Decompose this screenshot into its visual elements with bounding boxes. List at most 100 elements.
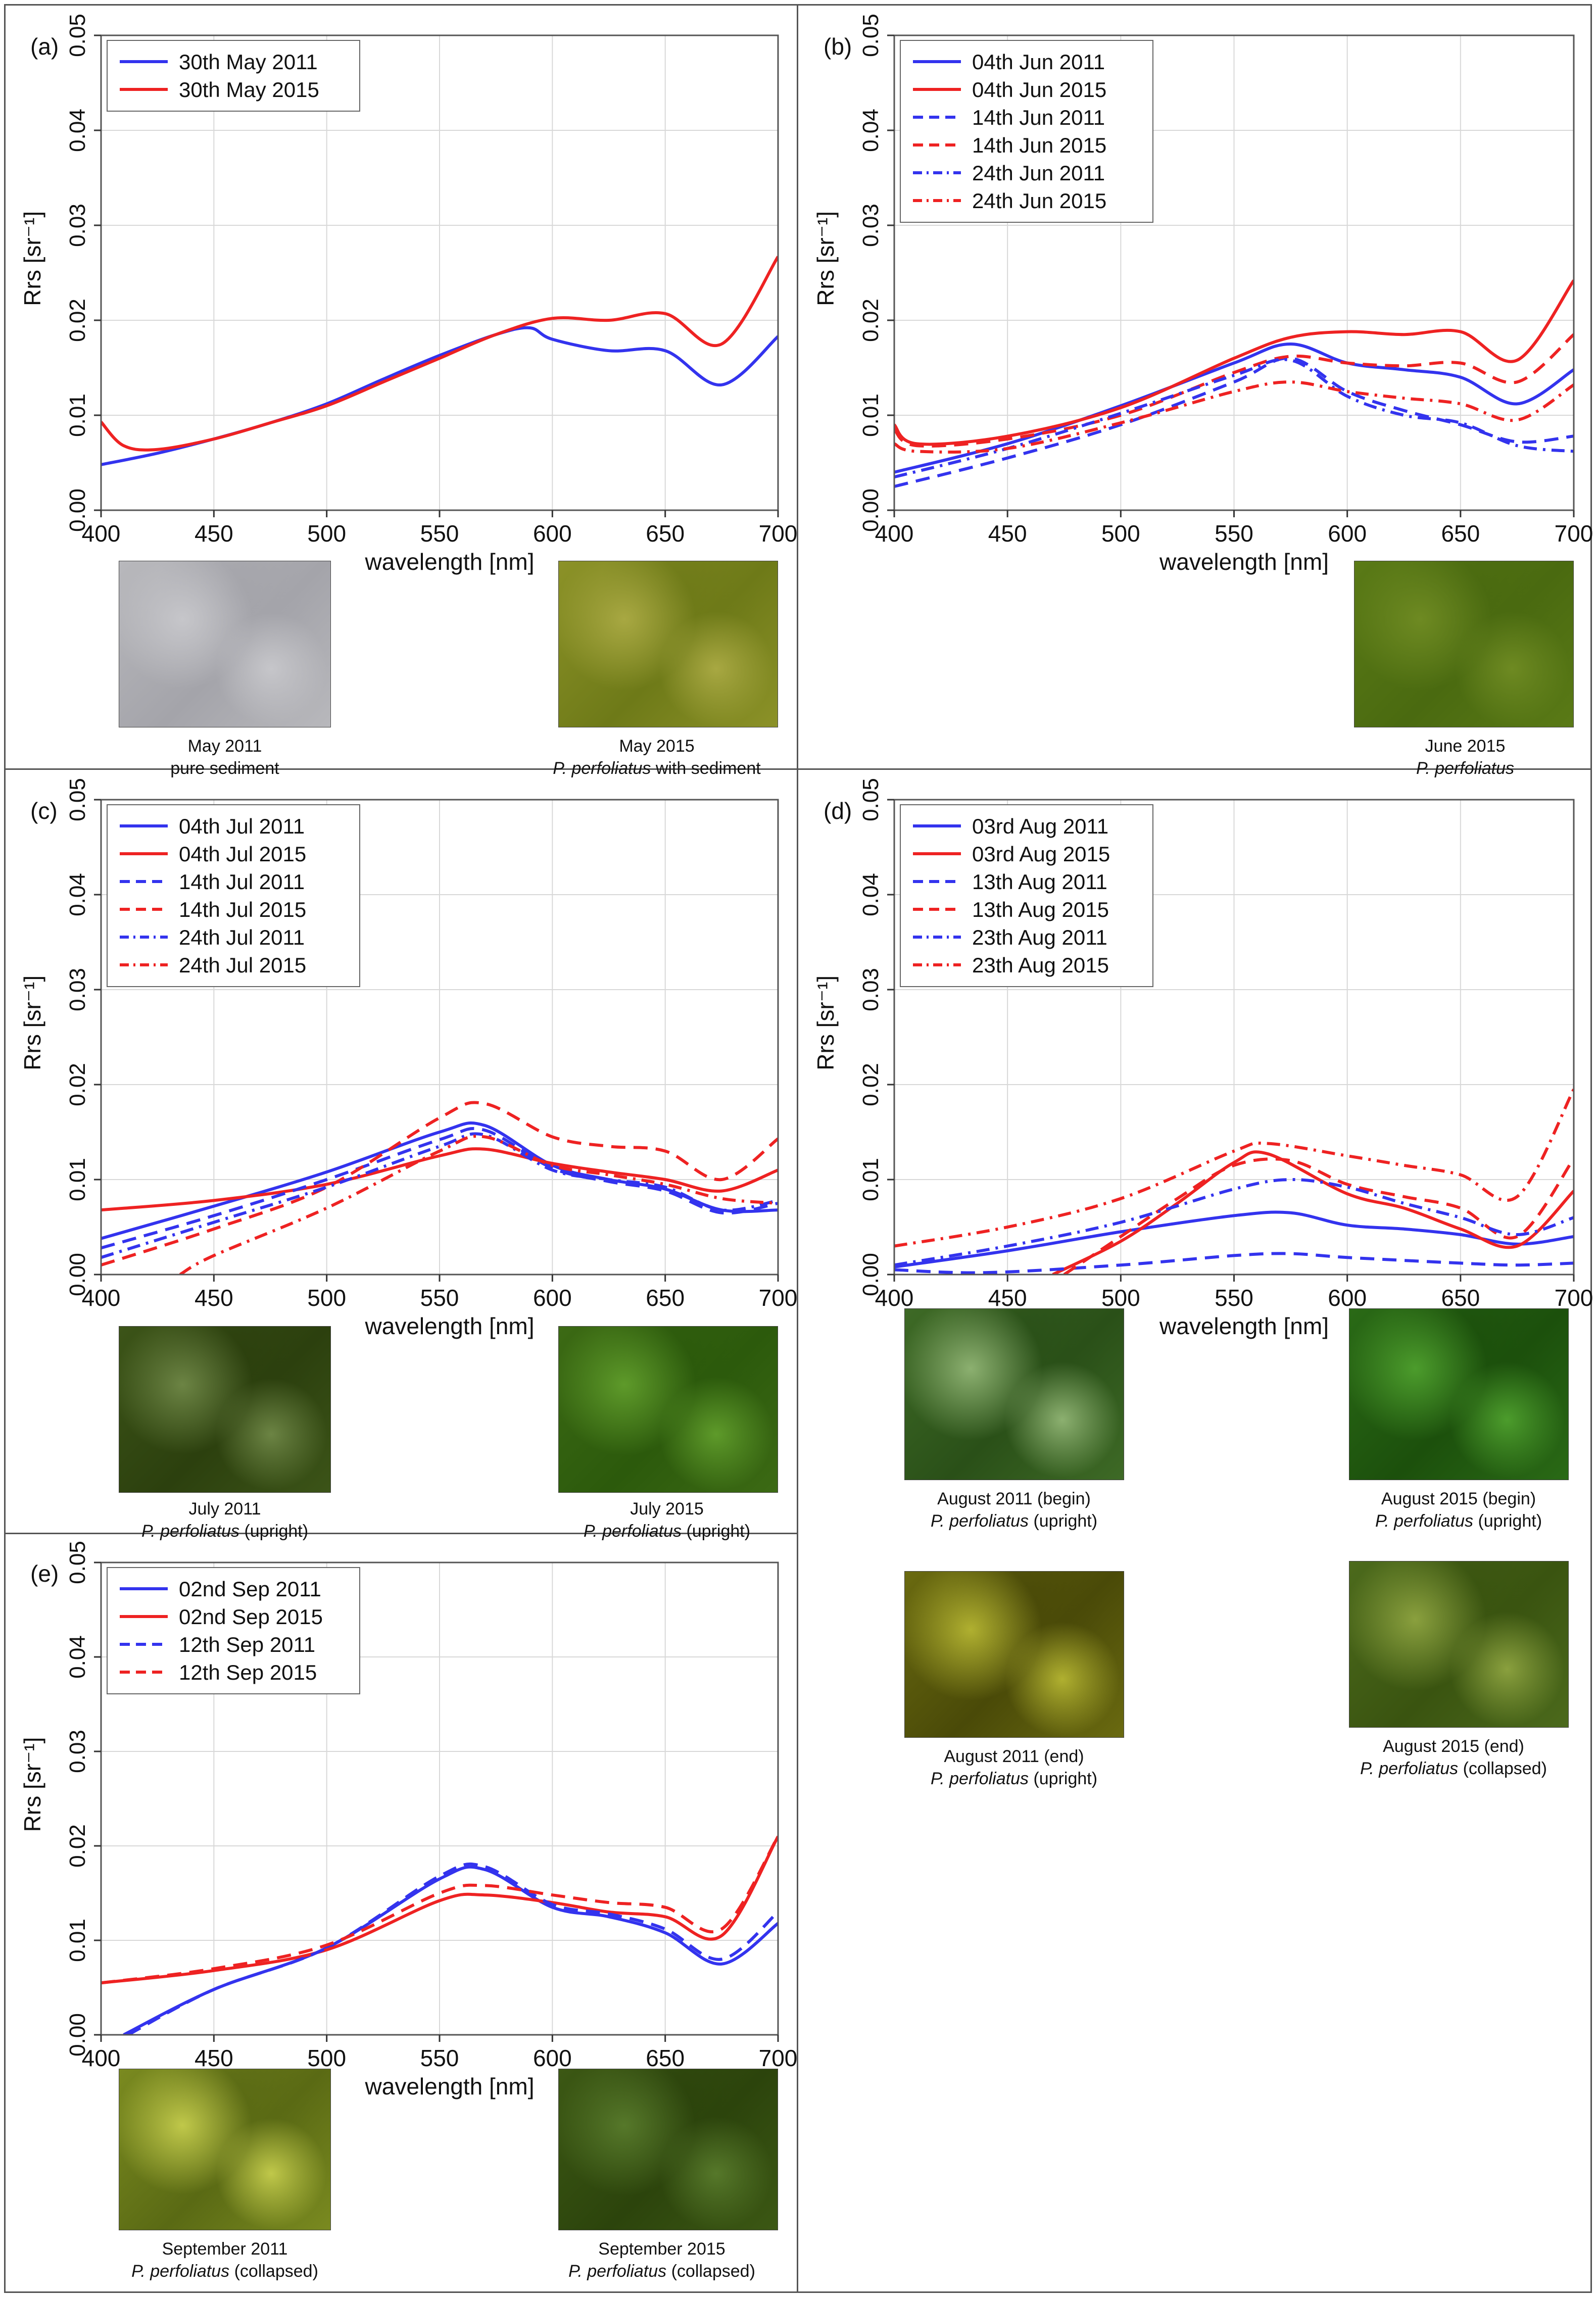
series-line xyxy=(101,1835,778,1985)
x-axis-label: wavelength [nm] xyxy=(365,549,535,575)
y-tick-label: 0.02 xyxy=(858,299,883,342)
caption-subtitle: pure sediment xyxy=(170,759,279,778)
series-line xyxy=(894,357,1574,488)
photo-july-2015 xyxy=(558,1326,778,1493)
x-tick-label: 550 xyxy=(420,2045,459,2071)
series-line xyxy=(101,1835,778,1985)
x-tick-label: 500 xyxy=(307,520,346,547)
legend-label: 03rd Aug 2011 xyxy=(972,814,1108,838)
y-tick-label: 0.03 xyxy=(65,968,90,1011)
panel-e-frame xyxy=(4,1533,798,2293)
caption-may-2011: May 2011 pure sediment xyxy=(104,735,346,779)
caption-title: August 2011 (begin) xyxy=(937,1489,1091,1508)
series-line xyxy=(101,1127,778,1250)
x-tick-label: 700 xyxy=(1555,1285,1593,1311)
caption-title: May 2015 xyxy=(619,737,695,756)
caption-sep-2015: September 2015 P. perfoliatus (collapsed… xyxy=(525,2238,798,2282)
legend-label: 24th Jun 2015 xyxy=(972,189,1106,213)
legend-label: 30th May 2015 xyxy=(179,78,319,102)
photo-aug-2011-end xyxy=(904,1571,1124,1738)
caption-species: P. perfoliatus xyxy=(583,1522,682,1541)
caption-species: P. perfoliatus xyxy=(930,1511,1029,1531)
x-tick-label: 450 xyxy=(195,2045,233,2071)
series-line xyxy=(894,380,1574,454)
legend-label: 14th Jun 2011 xyxy=(972,106,1105,129)
y-tick-label: 0.02 xyxy=(65,1063,90,1106)
panel-label: (e) xyxy=(30,1560,59,1587)
caption-species: P. perfoliatus xyxy=(1375,1511,1473,1531)
legend-label: 04th Jul 2011 xyxy=(179,814,305,838)
caption-title: May 2011 xyxy=(187,737,262,756)
caption-may-2015: May 2015 P. perfoliatus with sediment xyxy=(515,735,798,779)
legend-label: 04th Jun 2011 xyxy=(972,50,1105,74)
y-axis-label: Rrs [sr⁻¹] xyxy=(19,975,45,1070)
y-tick-label: 0.01 xyxy=(858,394,883,437)
x-tick-label: 700 xyxy=(1555,520,1593,547)
legend-label: 04th Jul 2015 xyxy=(179,842,306,866)
caption-species: P. perfoliatus xyxy=(568,2262,667,2281)
caption-title: September 2011 xyxy=(162,2239,288,2259)
caption-subtitle: (upright) xyxy=(1478,1511,1542,1531)
photo-june-2015 xyxy=(1354,561,1574,727)
x-tick-label: 400 xyxy=(875,520,914,547)
legend-label: 02nd Sep 2015 xyxy=(179,1605,323,1629)
legend-label: 24th Jun 2011 xyxy=(972,161,1105,185)
x-tick-label: 400 xyxy=(875,1285,914,1311)
legend-label: 14th Jul 2015 xyxy=(179,898,306,921)
y-tick-label: 0.01 xyxy=(858,1158,883,1201)
caption-subtitle: (upright) xyxy=(1033,1511,1098,1531)
caption-subtitle: (upright) xyxy=(1033,1769,1098,1788)
y-tick-label: 0.00 xyxy=(858,1253,883,1296)
caption-subtitle: with sediment xyxy=(655,759,761,778)
y-tick-label: 0.03 xyxy=(65,204,90,247)
legend-box xyxy=(900,40,1153,223)
y-tick-label: 0.02 xyxy=(858,1063,883,1106)
series-line xyxy=(894,1252,1574,1275)
legend-label: 30th May 2011 xyxy=(179,50,318,74)
y-tick-label: 0.02 xyxy=(65,299,90,342)
y-tick-label: 0.05 xyxy=(858,778,883,821)
legend-label: 12th Sep 2015 xyxy=(179,1660,317,1684)
legend-label: 24th Jul 2011 xyxy=(179,925,305,949)
x-tick-label: 450 xyxy=(988,520,1027,547)
y-axis-label: Rrs [sr⁻¹] xyxy=(19,1737,45,1832)
panel-label: (d) xyxy=(824,798,852,824)
caption-subtitle: (upright) xyxy=(244,1522,309,1541)
x-tick-label: 450 xyxy=(988,1285,1027,1311)
caption-species: P. perfoliatus xyxy=(141,1522,239,1541)
x-axis-label: wavelength [nm] xyxy=(365,2073,535,2099)
caption-title: June 2015 xyxy=(1425,737,1506,756)
series-line xyxy=(1063,1157,1574,1275)
legend-label: 23th Aug 2015 xyxy=(972,953,1109,977)
y-tick-label: 0.03 xyxy=(65,1730,90,1773)
y-axis-label: Rrs [sr⁻¹] xyxy=(812,975,839,1070)
legend-label: 02nd Sep 2011 xyxy=(179,1577,321,1601)
y-tick-label: 0.04 xyxy=(858,873,883,916)
legend-label: 03rd Aug 2015 xyxy=(972,842,1110,866)
x-tick-label: 650 xyxy=(646,2045,685,2071)
x-axis-label: wavelength [nm] xyxy=(1159,1313,1329,1339)
legend-box xyxy=(900,804,1153,987)
y-tick-label: 0.05 xyxy=(65,14,90,57)
photo-may-2015 xyxy=(558,561,778,727)
x-tick-label: 500 xyxy=(1101,1285,1140,1311)
x-tick-label: 550 xyxy=(1215,1285,1253,1311)
caption-title: August 2015 (begin) xyxy=(1381,1489,1536,1508)
y-tick-label: 0.04 xyxy=(858,109,883,152)
x-tick-label: 600 xyxy=(1328,1285,1367,1311)
x-tick-label: 650 xyxy=(1441,520,1480,547)
series-line xyxy=(101,256,778,452)
caption-species: P. perfoliatus xyxy=(1360,1759,1459,1778)
legend-label: 24th Jul 2015 xyxy=(179,953,306,977)
caption-subtitle: (upright) xyxy=(686,1522,751,1541)
caption-sep-2011: September 2011 P. perfoliatus (collapsed… xyxy=(88,2238,361,2282)
y-tick-label: 0.05 xyxy=(858,14,883,57)
x-tick-label: 650 xyxy=(646,1285,685,1311)
photo-aug-2015-end xyxy=(1349,1561,1569,1728)
x-axis-label: wavelength [nm] xyxy=(365,1313,535,1339)
photo-july-2011 xyxy=(119,1326,331,1493)
y-tick-label: 0.02 xyxy=(65,1824,90,1868)
